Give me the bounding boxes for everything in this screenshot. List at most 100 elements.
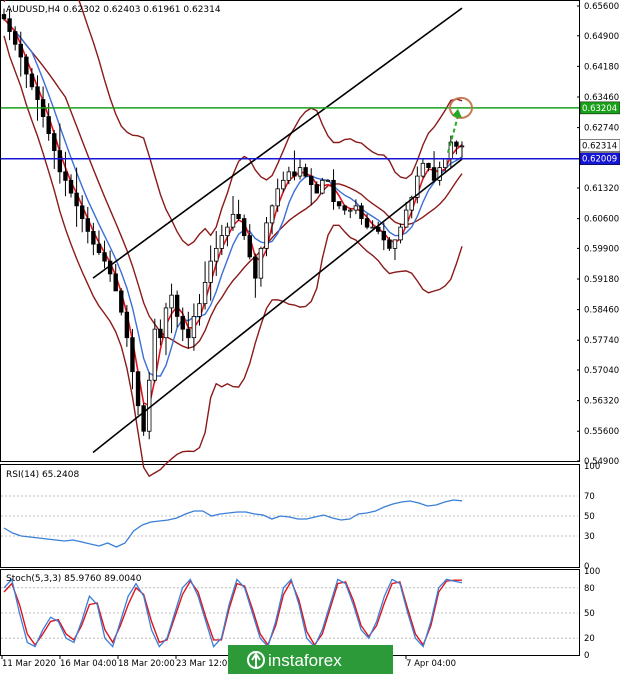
time-tick-label: 23 Mar 12:00 bbox=[176, 659, 233, 669]
stoch-signal-line bbox=[3, 579, 462, 647]
candle-body bbox=[409, 196, 414, 211]
candle-body bbox=[113, 273, 118, 292]
candle-body bbox=[102, 252, 107, 262]
candle-body bbox=[376, 226, 381, 232]
candle-body bbox=[364, 218, 370, 228]
candle-body bbox=[79, 205, 85, 220]
stoch-panel: 100 80 50 20 0 bbox=[1, 567, 600, 661]
rsi-line bbox=[3, 499, 463, 548]
candle-body bbox=[174, 294, 180, 317]
rsi-tick-label: 0 bbox=[584, 562, 589, 572]
candle-body bbox=[68, 179, 74, 194]
main-title: AUDUSD,H4 0.62302 0.62403 0.61961 0.6231… bbox=[6, 5, 221, 15]
candle-body bbox=[230, 213, 236, 228]
candle-body bbox=[197, 303, 202, 317]
time-tick-label: 16 Mar 04:00 bbox=[60, 659, 117, 669]
price-marker-label: 0.63204 bbox=[582, 104, 617, 114]
target-circle bbox=[449, 96, 473, 119]
candle-body bbox=[29, 73, 35, 88]
price-marker-box bbox=[579, 101, 620, 115]
candle-body bbox=[135, 371, 141, 407]
candle-body bbox=[443, 158, 448, 168]
candle-body bbox=[353, 205, 359, 211]
candle-body bbox=[437, 167, 442, 181]
price-marker-label: 0.62314 bbox=[582, 142, 617, 152]
candle-body bbox=[191, 316, 197, 339]
candle-body bbox=[314, 184, 319, 194]
candle-body bbox=[336, 201, 342, 207]
rsi-title: RSI(14) 65.2408 bbox=[6, 470, 79, 480]
price-tick-label: 0.64900 bbox=[584, 32, 619, 42]
price-marker-box bbox=[579, 152, 620, 165]
candle-body bbox=[147, 379, 152, 432]
price-tick-label: 0.61320 bbox=[584, 184, 619, 194]
candle-body bbox=[186, 328, 191, 339]
candle-body bbox=[18, 43, 23, 58]
candle-body bbox=[225, 226, 230, 237]
time-tick-label: 7 Apr 04:00 bbox=[406, 659, 456, 669]
candle-body bbox=[392, 239, 398, 249]
candle-body bbox=[247, 235, 252, 258]
candle-body bbox=[370, 226, 375, 229]
candle-body bbox=[415, 175, 420, 198]
candle-body bbox=[169, 294, 174, 309]
stoch-main-line bbox=[3, 578, 463, 648]
candle-body bbox=[398, 226, 403, 241]
price-marker-label: 0.62009 bbox=[582, 155, 617, 165]
blue-ma bbox=[3, 18, 463, 377]
candle-body bbox=[297, 167, 303, 177]
candle-body bbox=[130, 337, 135, 373]
candle-body bbox=[85, 218, 90, 232]
candle-body bbox=[152, 328, 158, 381]
rsi-tick-label: 70 bbox=[584, 492, 595, 502]
candle-body bbox=[163, 307, 169, 339]
candle-body bbox=[292, 171, 297, 177]
price-tick-label: 0.60600 bbox=[584, 215, 619, 225]
candle-body bbox=[119, 290, 124, 313]
candles bbox=[1, 8, 465, 440]
price-tick-label: 0.57040 bbox=[584, 366, 619, 376]
target-arrow bbox=[447, 115, 459, 153]
stoch-tick-label: 80 bbox=[584, 584, 595, 594]
candle-body bbox=[1, 14, 7, 20]
upper-envelope bbox=[3, 0, 463, 247]
price-tick-label: 0.57740 bbox=[584, 336, 619, 346]
candle-body bbox=[325, 179, 331, 182]
candle-body bbox=[281, 179, 286, 190]
price-tick-label: 0.62740 bbox=[584, 124, 619, 134]
candle-body bbox=[331, 179, 336, 203]
candle-body bbox=[269, 205, 275, 224]
candle-body bbox=[63, 171, 68, 181]
price-tick-label: 0.54900 bbox=[584, 457, 619, 467]
candle-body bbox=[35, 86, 40, 100]
price-tick-label: 0.64180 bbox=[584, 62, 619, 72]
candle-body bbox=[91, 230, 96, 245]
candle-body bbox=[381, 230, 387, 241]
candle-body bbox=[264, 222, 269, 249]
candle-body bbox=[342, 205, 347, 211]
price-tick-label: 0.59900 bbox=[584, 244, 619, 254]
stoch-tick-label: 100 bbox=[584, 567, 600, 577]
candle-body bbox=[74, 192, 79, 207]
candle-body bbox=[303, 167, 308, 177]
candle-body bbox=[208, 260, 213, 283]
candle-body bbox=[286, 171, 292, 181]
rsi-tick-label: 50 bbox=[584, 512, 595, 522]
candle-body bbox=[12, 31, 18, 45]
candle-body bbox=[426, 162, 431, 168]
candle-body bbox=[431, 167, 437, 181]
time-tick-label: 11 Mar 2020 bbox=[2, 659, 56, 669]
target-arrowhead bbox=[452, 108, 462, 118]
price-tick-label: 0.59180 bbox=[584, 275, 619, 285]
candle-body bbox=[158, 328, 163, 339]
candle-body bbox=[253, 256, 258, 279]
rsi-panel: 100 70 50 30 0 bbox=[1, 462, 600, 572]
rsi-tick-label: 100 bbox=[584, 462, 600, 472]
stoch-tick-label: 0 bbox=[584, 651, 589, 661]
candle-body bbox=[403, 209, 409, 228]
middle-envelope bbox=[3, 18, 463, 350]
candle-body bbox=[141, 405, 146, 432]
main-panel-frame bbox=[0, 0, 580, 462]
candle-body bbox=[308, 175, 314, 185]
candle-body bbox=[57, 150, 63, 173]
